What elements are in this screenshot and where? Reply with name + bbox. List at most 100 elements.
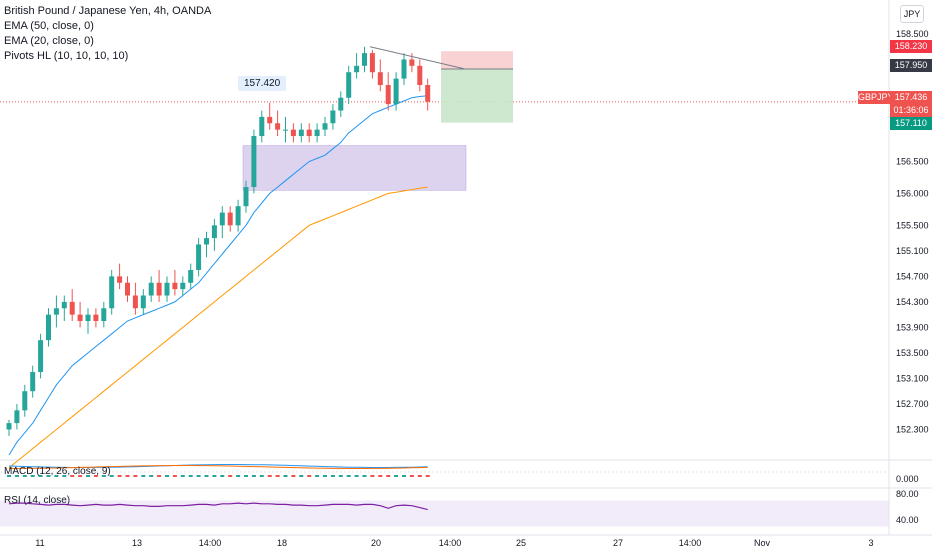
candle-body <box>180 282 186 290</box>
candle-body <box>338 97 344 111</box>
candle-body <box>211 225 217 239</box>
candle-body <box>417 65 423 85</box>
macd-histogram-bar <box>101 475 106 477</box>
x-tick-label: 20 <box>371 538 381 548</box>
macd-histogram-bar <box>157 475 162 477</box>
candle-body <box>322 123 328 130</box>
candle-body <box>196 244 202 270</box>
stop-price-tag: 158.230 <box>890 40 932 53</box>
macd-label[interactable]: MACD (12, 26, close, 9) <box>4 466 111 477</box>
macd-histogram-bar <box>78 475 83 477</box>
macd-histogram-bar <box>165 475 169 477</box>
candle-body <box>385 84 391 105</box>
x-tick-label: 11 <box>35 538 44 548</box>
candle-body <box>267 116 273 124</box>
macd-histogram-bar <box>133 475 138 477</box>
y-tick-label: 155.100 <box>896 246 929 256</box>
candle-body <box>219 212 225 226</box>
bar-countdown: 01:36:06 <box>893 105 929 115</box>
candle-body <box>314 129 320 137</box>
ema50-legend[interactable]: EMA (50, close, 0) <box>4 20 94 32</box>
stop-loss-zone <box>441 51 513 70</box>
macd-histogram-bar <box>362 475 367 477</box>
macd-histogram-bar <box>394 475 399 477</box>
macd-histogram-bar <box>46 475 51 477</box>
macd-histogram-bar <box>125 475 130 477</box>
candle-body <box>46 314 51 341</box>
candle-body <box>38 340 44 373</box>
candle-body <box>204 238 209 245</box>
symbol-title[interactable]: British Pound / Japanese Yen, 4h, OANDA <box>4 5 212 17</box>
y-tick-label: 152.700 <box>896 399 929 409</box>
macd-histogram-bar <box>299 475 304 477</box>
candle-body <box>275 123 281 130</box>
macd-histogram-bar <box>70 475 75 477</box>
candle-body <box>330 110 336 124</box>
y-tick-label: 152.300 <box>896 424 929 434</box>
candle-body <box>85 314 91 322</box>
candle-body <box>377 72 383 85</box>
macd-histogram-bar <box>402 475 406 477</box>
x-tick-label: 27 <box>613 538 623 548</box>
macd-histogram-bar <box>54 475 59 477</box>
rsi-line <box>8 502 428 511</box>
macd-histogram-bar <box>378 475 383 477</box>
candle-body <box>93 314 99 322</box>
x-tick-label: 14:00 <box>199 538 222 548</box>
macd-histogram-bar <box>204 475 209 477</box>
candle-body <box>140 295 146 309</box>
supply-zone <box>242 145 467 191</box>
macd-histogram-bar <box>283 475 288 477</box>
candle-body <box>117 276 123 283</box>
candle-body <box>53 308 59 315</box>
y-tick-label: 158.500 <box>896 29 929 39</box>
y-tick-label: 156.500 <box>896 157 929 167</box>
candle-body <box>290 129 296 137</box>
pivots-legend[interactable]: Pivots HL (10, 10, 10, 10) <box>4 50 129 62</box>
macd-histogram-bar <box>180 475 185 477</box>
ema50-line <box>8 186 428 469</box>
macd-histogram-bar <box>109 475 114 477</box>
candle-body <box>132 295 138 309</box>
candle-body <box>6 423 12 430</box>
rsi-label[interactable]: RSI (14, close) <box>4 495 71 506</box>
macd-histogram-bar <box>275 475 280 477</box>
macd-histogram-bar <box>315 475 320 477</box>
y-tick-label: 154.300 <box>896 297 929 307</box>
ema20-legend[interactable]: EMA (20, close, 0) <box>4 35 94 47</box>
candle-body <box>369 53 375 73</box>
candle-body <box>227 212 233 226</box>
macd-histogram-bar <box>346 475 351 477</box>
current-price-tag: 157.436 01:36:06 <box>890 91 932 117</box>
trendline <box>369 46 466 70</box>
x-tick-label: 14:00 <box>439 538 462 548</box>
macd-histogram-bar <box>251 475 256 477</box>
macd-histogram-bar <box>30 475 35 477</box>
candle-body <box>401 59 407 79</box>
macd-histogram-bar <box>244 475 248 477</box>
candle-body <box>172 282 178 290</box>
macd-histogram-bar <box>62 475 67 477</box>
high-annotation: 157.420 <box>238 76 287 91</box>
x-tick-label: 3 <box>868 538 873 548</box>
currency-label[interactable]: JPY <box>900 5 924 23</box>
x-tick-label: 13 <box>132 538 142 548</box>
candle-body <box>235 206 241 226</box>
y-tick-label: 153.500 <box>896 348 929 358</box>
macd-histogram-bar <box>323 475 327 477</box>
macd-histogram-bar <box>212 475 217 477</box>
y-tick-label: 155.500 <box>896 220 929 230</box>
macd-tick-label: 0.000 <box>896 474 919 484</box>
macd-histogram-bar <box>7 475 11 477</box>
take-profit-zone <box>441 69 513 123</box>
macd-histogram-bar <box>259 475 264 477</box>
candle-body <box>164 282 170 296</box>
candle-body <box>156 282 162 296</box>
macd-histogram-bar <box>425 475 430 477</box>
macd-histogram-bar <box>86 475 90 477</box>
candle-body <box>251 136 257 188</box>
candle-body <box>354 65 360 73</box>
candle-body <box>362 53 367 66</box>
candle-body <box>101 308 107 322</box>
